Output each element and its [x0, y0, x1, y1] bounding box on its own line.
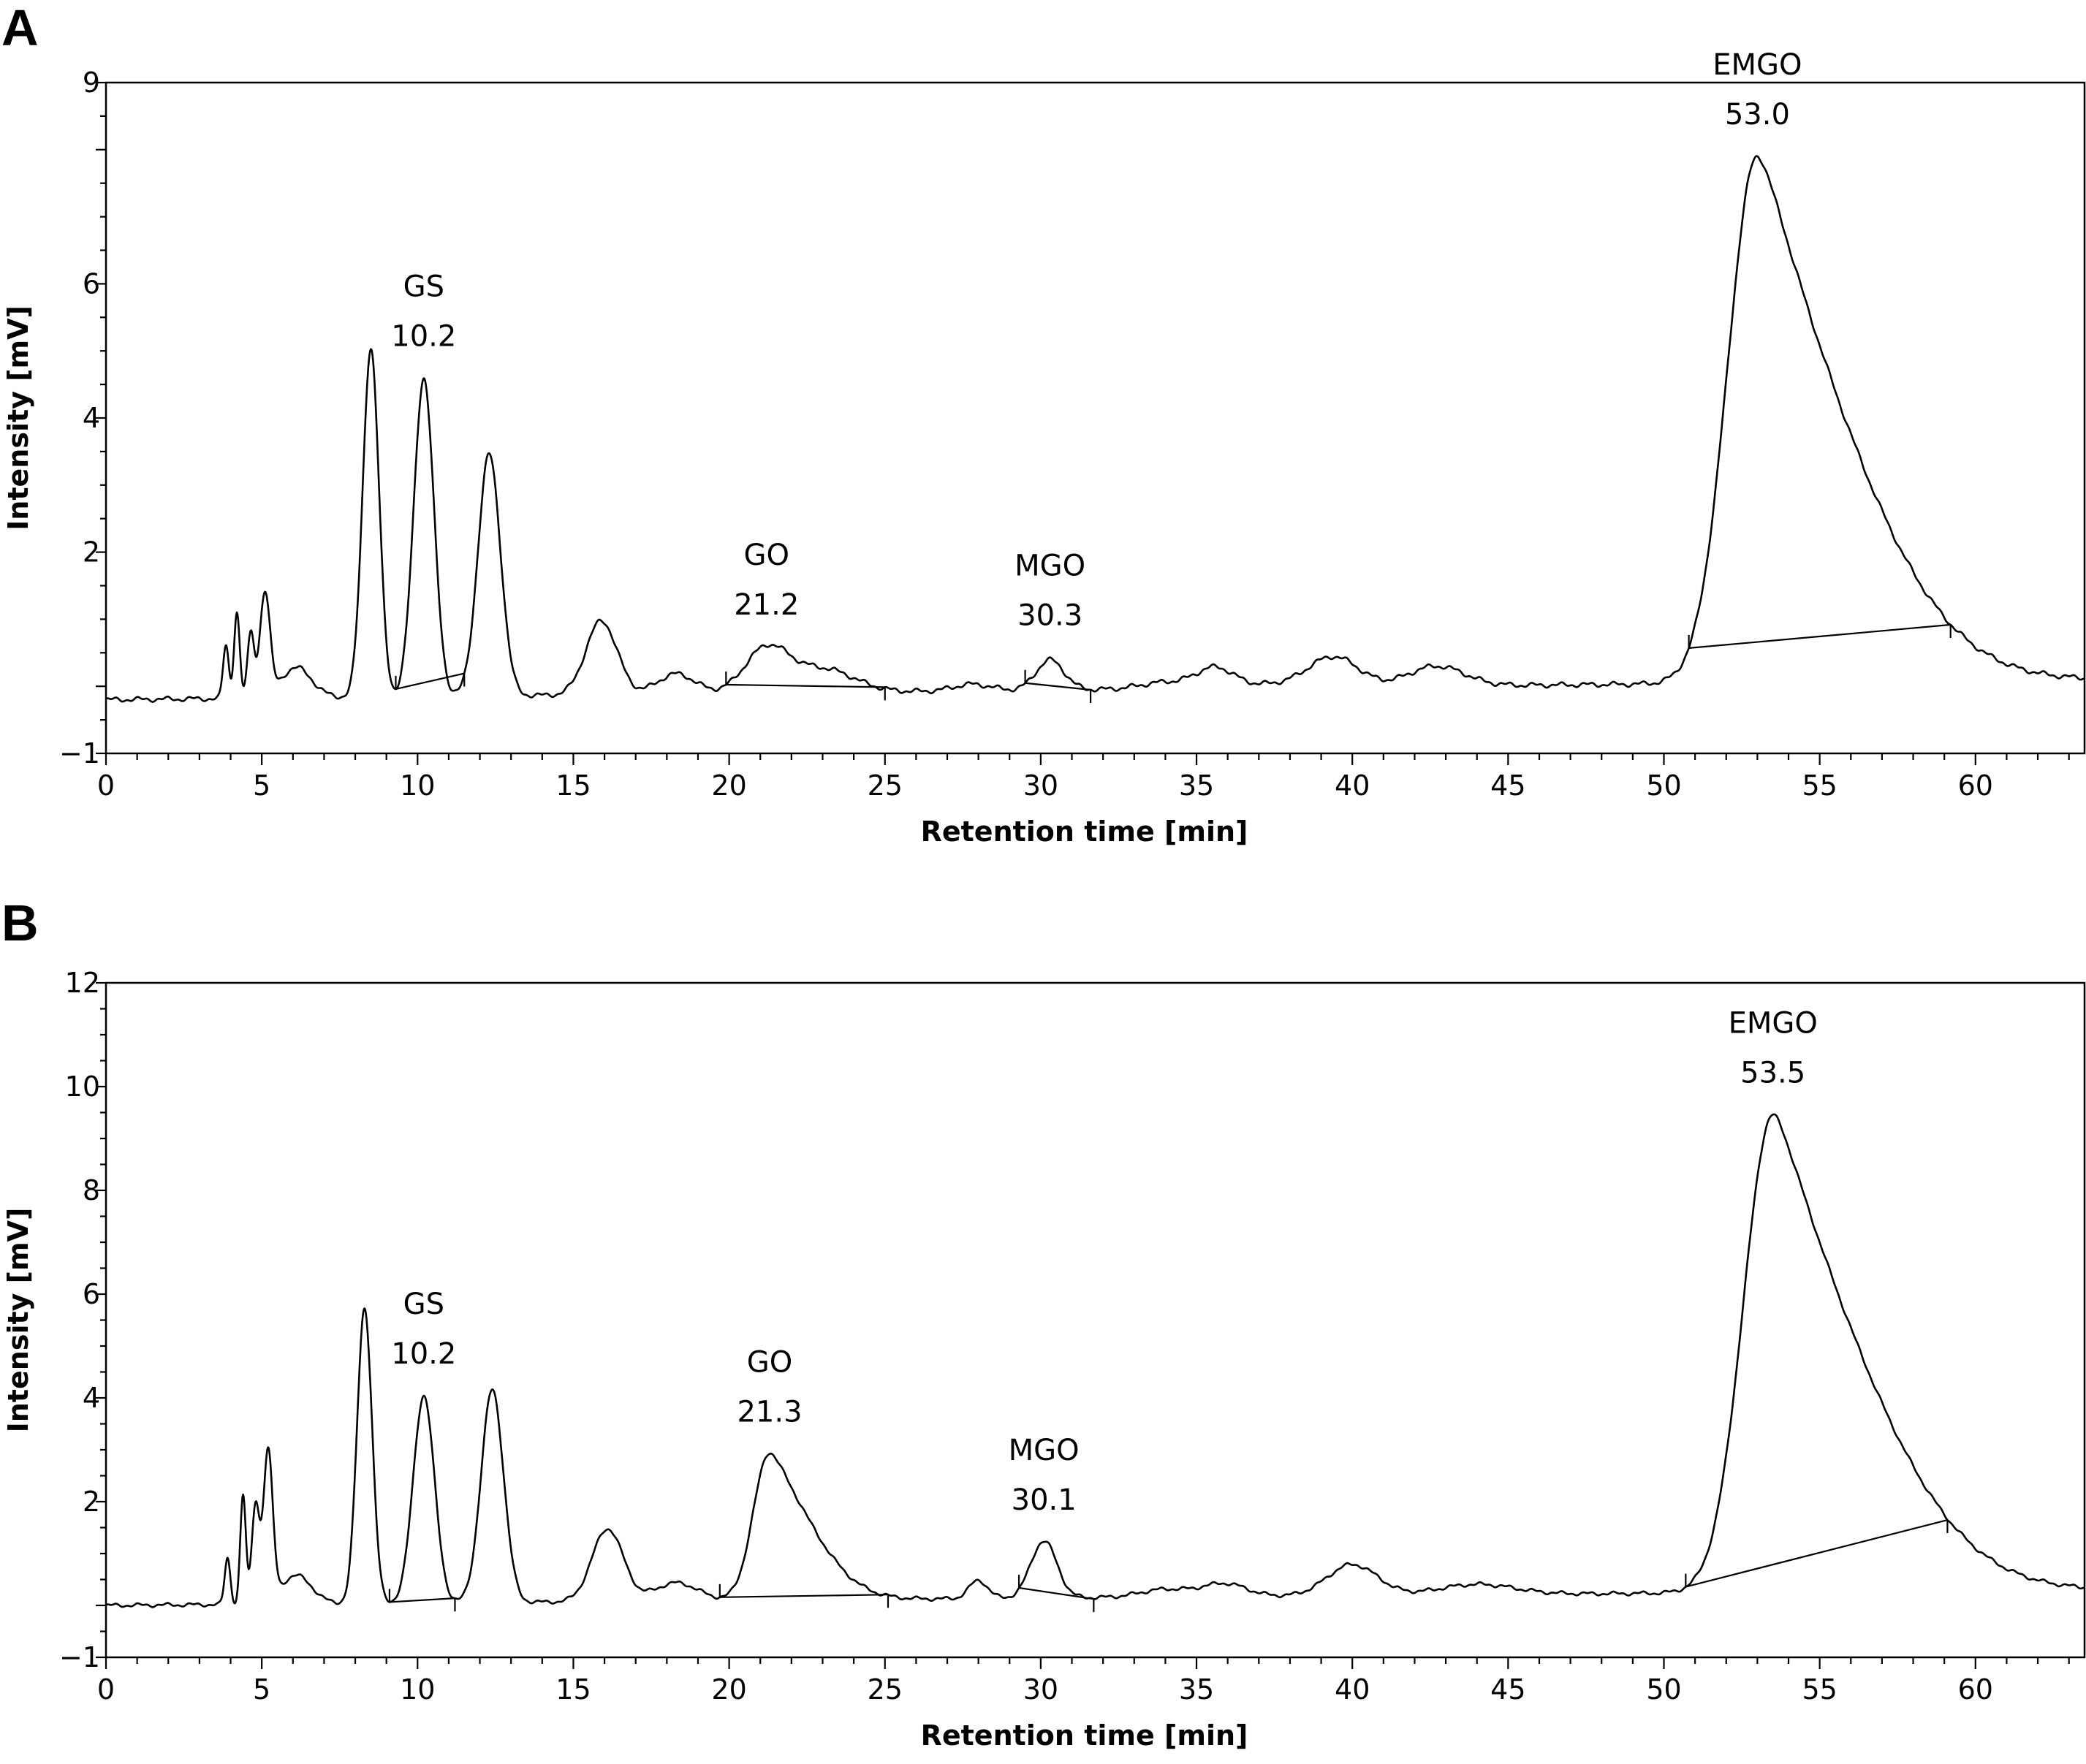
x-tick-label: 40 [1335, 1673, 1370, 1706]
x-tick-label: 15 [555, 769, 591, 802]
peak-name-label: GO [744, 539, 789, 572]
peak-name-label: MGO [1009, 1434, 1080, 1467]
x-tick-label: 10 [400, 1673, 435, 1706]
peak-name-label: EMGO [1713, 48, 1802, 82]
peak-name-label: GS [403, 1288, 444, 1321]
x-tick-label: 25 [868, 769, 903, 802]
peak-retention-label: 53.0 [1725, 98, 1790, 132]
x-tick-label: 5 [253, 1673, 270, 1706]
peak-retention-label: 21.3 [737, 1396, 802, 1429]
panel-a-chart: 0 5 10 15 20 25 30 35 40 45 50 55 60 −1 2 4 6 9 Retention … [2, 48, 2086, 848]
x-tick-label: 60 [1958, 769, 1993, 802]
x-tick-label: 10 [400, 769, 435, 802]
y-tick-label: 12 [65, 967, 100, 999]
y-axis-title: Intensity [mV] [2, 305, 34, 531]
y-tick-label: −1 [59, 1641, 100, 1673]
y-axis-title: Intensity [mV] [2, 1208, 34, 1433]
integration-baseline [1025, 682, 1091, 691]
peak-name-label: GO [747, 1346, 792, 1380]
peak-name-label: GS [403, 270, 444, 304]
peak-retention-label: 21.2 [734, 588, 799, 622]
chromatogram-trace [105, 1113, 2085, 1608]
peak-name-label: MGO [1014, 550, 1085, 583]
panel-letter: A [1, 0, 39, 56]
x-tick-label: 20 [711, 769, 746, 802]
x-tick-label: 55 [1802, 1673, 1837, 1706]
x-tick-label: 55 [1802, 769, 1837, 802]
panel-b-chart: 0 5 10 15 20 25 30 35 40 45 50 55 60 −1 2 4 6 8 10 12 Retent… [2, 967, 2086, 1752]
x-tick-label: 60 [1958, 1673, 1993, 1706]
x-tick-label: 20 [711, 1673, 746, 1706]
x-axis-title: Retention time [min] [921, 816, 1248, 848]
x-tick-label: 45 [1490, 1673, 1525, 1706]
x-axis-title: Retention time [min] [921, 1719, 1248, 1752]
peak-retention-label: 53.5 [1740, 1056, 1805, 1090]
peak-name-label: EMGO [1729, 1006, 1818, 1040]
integration-baseline [719, 1594, 889, 1598]
y-tick-label: 9 [83, 66, 100, 99]
peak-retention-label: 30.3 [1017, 599, 1082, 633]
chromatogram-trace [105, 155, 2085, 703]
integration-baseline [1688, 623, 1951, 649]
y-tick-label: 4 [83, 1382, 100, 1414]
y-tick-label: 6 [83, 267, 100, 300]
y-tick-label: −1 [59, 737, 100, 769]
x-tick-label: 35 [1179, 1673, 1214, 1706]
integration-baseline [395, 672, 465, 691]
x-tick-label: 25 [868, 1673, 903, 1706]
x-tick-label: 30 [1023, 769, 1058, 802]
y-tick-label: 6 [83, 1278, 100, 1310]
x-tick-label: 5 [253, 769, 270, 802]
peak-retention-label: 10.2 [391, 1337, 456, 1371]
x-tick-label: 35 [1179, 769, 1214, 802]
integration-baseline [1685, 1518, 1948, 1588]
y-tick-label: 2 [83, 536, 100, 569]
x-tick-label: 50 [1646, 1673, 1681, 1706]
integration-baseline [389, 1597, 455, 1603]
x-tick-label: 45 [1490, 769, 1525, 802]
x-tick-label: 40 [1335, 769, 1370, 802]
y-tick-label: 8 [83, 1174, 100, 1206]
x-tick-label: 0 [97, 769, 115, 802]
y-tick-label: 4 [83, 402, 100, 434]
integration-baseline [1018, 1586, 1094, 1600]
y-tick-label: 10 [65, 1071, 100, 1103]
y-tick-label: 2 [83, 1486, 100, 1518]
x-tick-label: 0 [97, 1673, 115, 1706]
x-tick-label: 50 [1646, 769, 1681, 802]
x-tick-label: 15 [555, 1673, 591, 1706]
panel-letter: B [1, 894, 39, 951]
x-tick-label: 30 [1023, 1673, 1058, 1706]
integration-baseline [726, 683, 885, 688]
peak-retention-label: 30.1 [1012, 1483, 1077, 1517]
peak-retention-label: 10.2 [391, 320, 456, 354]
